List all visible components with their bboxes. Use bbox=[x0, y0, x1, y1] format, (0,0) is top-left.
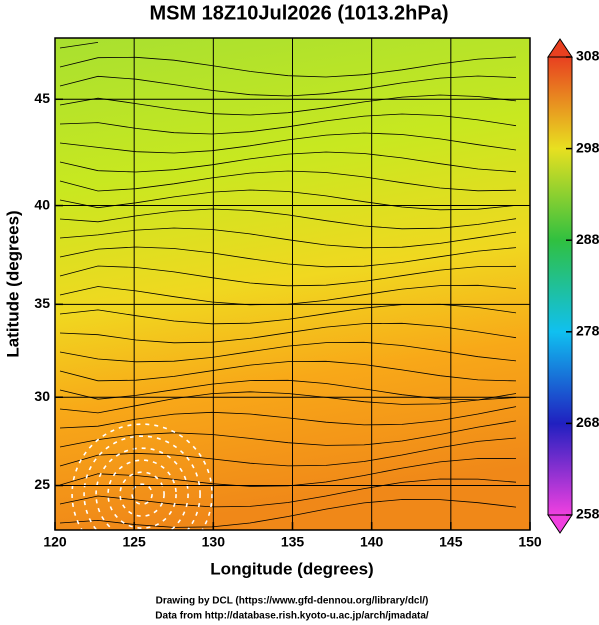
isobar bbox=[119, 471, 165, 517]
isobar bbox=[71, 423, 213, 565]
streamline bbox=[59, 341, 517, 363]
streamline bbox=[59, 246, 517, 268]
streamline bbox=[59, 151, 517, 173]
isobar bbox=[107, 459, 177, 529]
streamline bbox=[59, 56, 517, 78]
streamline bbox=[59, 94, 517, 116]
isobar bbox=[95, 447, 189, 541]
streamline bbox=[59, 420, 517, 448]
colorbar-label: 308 bbox=[576, 48, 599, 64]
isobar bbox=[83, 435, 201, 553]
x-tick-label: 120 bbox=[43, 534, 67, 550]
x-axis-label: Longitude (degrees) bbox=[210, 559, 373, 578]
colorbar-label: 258 bbox=[576, 506, 599, 522]
y-tick-label: 30 bbox=[34, 388, 50, 404]
x-tick-label: 140 bbox=[360, 534, 384, 550]
title: MSM 18Z10Jul2026 (1013.2hPa) bbox=[149, 2, 448, 24]
streamline bbox=[59, 360, 517, 382]
x-tick-label: 125 bbox=[122, 534, 146, 550]
colorbar-arrow bbox=[547, 38, 573, 58]
y-tick-label: 25 bbox=[34, 476, 50, 492]
streamline bbox=[59, 265, 517, 287]
x-tick-label: 145 bbox=[439, 534, 463, 550]
colorbar bbox=[547, 56, 573, 516]
streamline bbox=[59, 189, 517, 211]
streamline bbox=[59, 406, 517, 429]
streamline bbox=[59, 322, 517, 344]
streamline bbox=[59, 75, 517, 97]
x-tick-label: 135 bbox=[281, 534, 305, 550]
streamline bbox=[59, 379, 517, 401]
streamline bbox=[59, 113, 517, 135]
streamline bbox=[59, 437, 517, 467]
colorbar-arrow bbox=[547, 514, 573, 534]
x-tick-label: 150 bbox=[518, 534, 542, 550]
credit: Drawing by DCL (https://www.gfd-dennou.o… bbox=[156, 596, 429, 607]
streamline bbox=[59, 227, 517, 249]
isobar bbox=[131, 483, 153, 505]
colorbar-label: 268 bbox=[576, 414, 599, 430]
streamline bbox=[59, 391, 517, 414]
streamline bbox=[59, 208, 517, 230]
streamline bbox=[59, 132, 517, 154]
streamlines bbox=[59, 42, 517, 565]
y-tick-label: 45 bbox=[34, 90, 50, 106]
x-tick-label: 130 bbox=[202, 534, 226, 550]
streamline bbox=[59, 170, 517, 192]
streamline bbox=[59, 499, 517, 528]
y-tick-label: 40 bbox=[34, 196, 50, 212]
colorbar-label: 278 bbox=[576, 323, 599, 339]
streamline bbox=[59, 478, 517, 508]
credit: Data from http://database.rish.kyoto-u.a… bbox=[155, 611, 429, 622]
streamline bbox=[59, 42, 99, 49]
colorbar-label: 288 bbox=[576, 231, 599, 247]
colorbar-label: 298 bbox=[576, 139, 599, 155]
y-tick-label: 35 bbox=[34, 295, 50, 311]
y-axis-label: Latitude (degrees) bbox=[3, 210, 22, 357]
